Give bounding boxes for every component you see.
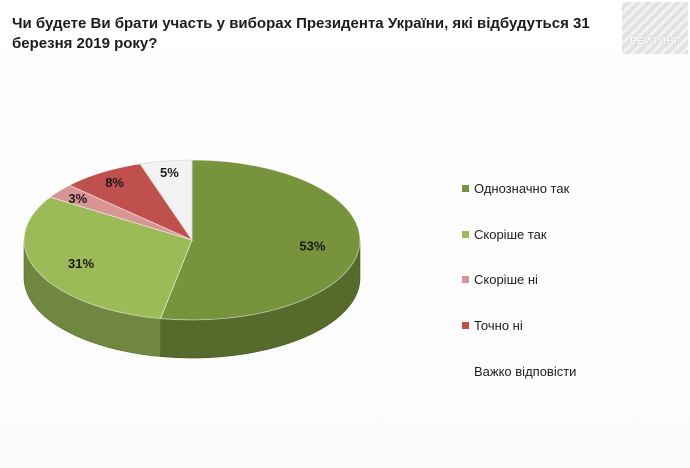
legend-swatch-2 — [462, 276, 469, 283]
legend-label-3: Точно ні — [474, 318, 523, 333]
legend-label-4: Важко відповісти — [474, 364, 577, 379]
legend-swatch-0 — [462, 185, 469, 192]
pie-data-label-0: 53% — [299, 238, 325, 253]
pie-data-label-3: 8% — [105, 175, 124, 190]
legend-label-1: Скоріше так — [474, 227, 547, 242]
chart-title: Чи будете Ви брати участь у виборах През… — [12, 15, 590, 52]
pie-data-label-2: 3% — [68, 191, 87, 206]
pie-data-label-1: 31% — [68, 256, 94, 271]
rating-logo: РЕЙТИНГ — [622, 2, 688, 54]
legend-swatch-3 — [462, 322, 469, 329]
legend-swatch-4 — [462, 368, 469, 375]
pie-slice-4 — [139, 159, 193, 242]
pie-data-label-4: 5% — [160, 165, 179, 180]
legend-label-0: Однозначно так — [474, 181, 570, 196]
logo-text: РЕЙТИНГ — [629, 36, 681, 47]
pie-slice-0 — [159, 159, 361, 321]
legend-label-2: Скоріше ні — [474, 272, 538, 287]
legend-swatch-1 — [462, 231, 469, 238]
